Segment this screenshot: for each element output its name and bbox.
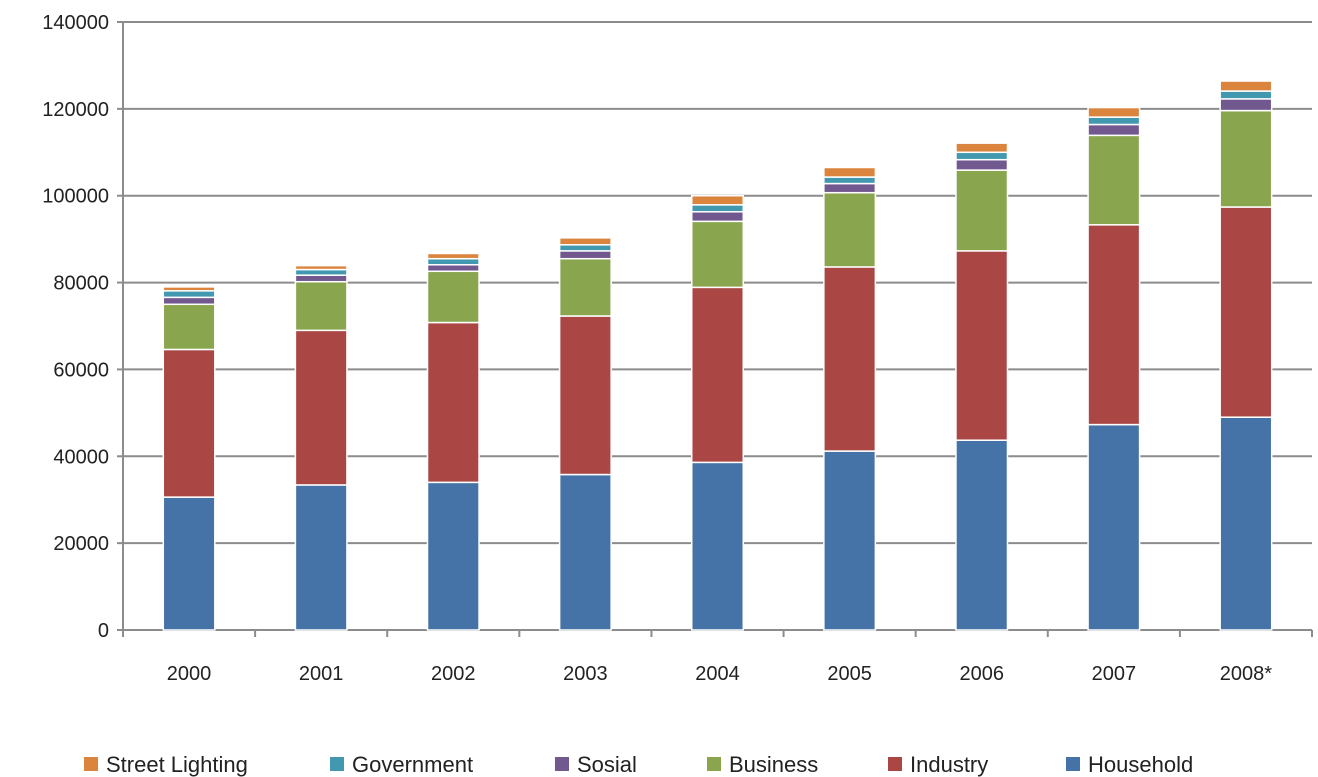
y-tick-label: 120000 — [42, 99, 109, 121]
bar-segment-business-2002 — [426, 270, 480, 324]
x-tick-label: 2004 — [695, 663, 740, 685]
legend-label: Street Lighting — [106, 752, 248, 777]
bar-segment-government-2007 — [1087, 116, 1141, 126]
legend-swatch — [84, 757, 98, 771]
legend-label: Business — [729, 752, 818, 777]
bar-segment-household-2006 — [955, 439, 1009, 631]
bar-segment-industry-2005 — [823, 266, 877, 452]
legend-item-household: Household — [1066, 752, 1193, 777]
bar-segment-industry-2002 — [426, 321, 480, 484]
legend-swatch — [1066, 757, 1080, 771]
y-tick-label: 40000 — [53, 446, 109, 468]
bar-segment-business-2006 — [955, 169, 1009, 252]
bar-segment-sosial-2006 — [955, 158, 1009, 171]
bar-segment-sosial-2003 — [558, 250, 612, 260]
x-tick-label: 2005 — [827, 663, 872, 685]
bar-segment-street-lighting-2000 — [162, 286, 216, 292]
bar-segment-business-2008 — [1219, 109, 1273, 208]
bar-segment-business-2007 — [1087, 134, 1141, 226]
x-tick-label: 2001 — [299, 663, 344, 685]
legend-item-sosial: Sosial — [555, 752, 637, 777]
bar-segment-street-lighting-2006 — [955, 142, 1009, 154]
bar-segment-street-lighting-2002 — [426, 252, 480, 260]
bar-segment-government-2005 — [823, 176, 877, 185]
x-tick-label: 2008* — [1220, 663, 1272, 685]
bar-segment-government-2006 — [955, 151, 1009, 161]
bar-segment-street-lighting-2005 — [823, 166, 877, 178]
bar-segment-sosial-2007 — [1087, 123, 1141, 137]
bar-segment-street-lighting-2003 — [558, 237, 612, 246]
bar-segment-household-2003 — [558, 473, 612, 631]
bar-segment-government-2003 — [558, 244, 612, 252]
bar-segment-government-2001 — [294, 268, 348, 276]
legend-label: Sosial — [577, 752, 637, 777]
bar-segment-industry-2003 — [558, 315, 612, 476]
legend-item-street-lighting: Street Lighting — [84, 752, 248, 777]
y-tick-label: 100000 — [42, 186, 109, 208]
x-tick-label: 2002 — [431, 663, 476, 685]
bar-segment-sosial-2002 — [426, 264, 480, 273]
bar-segment-government-2004 — [690, 204, 745, 213]
bar-segment-household-2007 — [1087, 423, 1141, 631]
y-tick-label: 0 — [98, 620, 109, 642]
legend-item-government: Government — [330, 752, 473, 777]
y-tick-label: 140000 — [42, 12, 109, 34]
bar-segment-street-lighting-2001 — [294, 264, 348, 271]
bar-segment-sosial-2004 — [690, 211, 745, 223]
bar-segment-business-2005 — [823, 191, 877, 268]
bar-segment-household-2008 — [1219, 416, 1273, 631]
y-tick-label: 60000 — [53, 359, 109, 381]
bar-segment-sosial-2008 — [1219, 98, 1273, 112]
bar-segment-industry-2000 — [162, 348, 216, 498]
x-tick-label: 2003 — [563, 663, 608, 685]
x-tick-label: 2007 — [1092, 663, 1137, 685]
legend-label: Government — [352, 752, 473, 777]
y-tick-label: 80000 — [53, 273, 109, 295]
bar-segment-street-lighting-2007 — [1087, 106, 1141, 118]
bar-segment-industry-2006 — [955, 250, 1009, 441]
y-tick-label: 20000 — [53, 533, 109, 555]
bar-segment-business-2000 — [162, 303, 216, 351]
bar-segment-sosial-2005 — [823, 182, 877, 194]
bar-segment-industry-2001 — [294, 329, 348, 486]
bar-segment-government-2000 — [162, 290, 216, 299]
bar-segment-household-2004 — [690, 461, 745, 631]
bar-segment-business-2004 — [690, 220, 745, 289]
legend-label: Industry — [910, 752, 988, 777]
legend-swatch — [330, 757, 344, 771]
bar-segment-household-2002 — [426, 481, 480, 631]
x-tick-label: 2000 — [167, 663, 212, 685]
bar-segment-industry-2007 — [1087, 224, 1141, 426]
bar-segment-sosial-2001 — [294, 274, 348, 283]
bar-segment-industry-2008 — [1219, 206, 1273, 418]
bars — [162, 80, 1273, 631]
legend-swatch — [888, 757, 902, 771]
legend-item-industry: Industry — [888, 752, 988, 777]
bar-segment-household-2001 — [294, 484, 348, 631]
bar-segment-government-2008 — [1219, 90, 1273, 100]
bar-segment-government-2002 — [426, 257, 480, 266]
bar-segment-industry-2004 — [690, 286, 745, 464]
legend-label: Household — [1088, 752, 1193, 777]
bar-segment-household-2005 — [823, 450, 877, 631]
legend-swatch — [707, 757, 721, 771]
bar-segment-business-2003 — [558, 257, 612, 317]
legend: Street Lighting Government Sosial Business I… — [84, 752, 1193, 777]
bar-segment-street-lighting-2004 — [690, 194, 745, 206]
x-tick-label: 2006 — [959, 663, 1004, 685]
bar-segment-business-2001 — [294, 280, 348, 332]
bar-segment-street-lighting-2008 — [1219, 80, 1273, 92]
bar-segment-sosial-2000 — [162, 296, 216, 306]
legend-item-business: Business — [707, 752, 818, 777]
bar-segment-household-2000 — [162, 496, 216, 631]
legend-swatch — [555, 757, 569, 771]
